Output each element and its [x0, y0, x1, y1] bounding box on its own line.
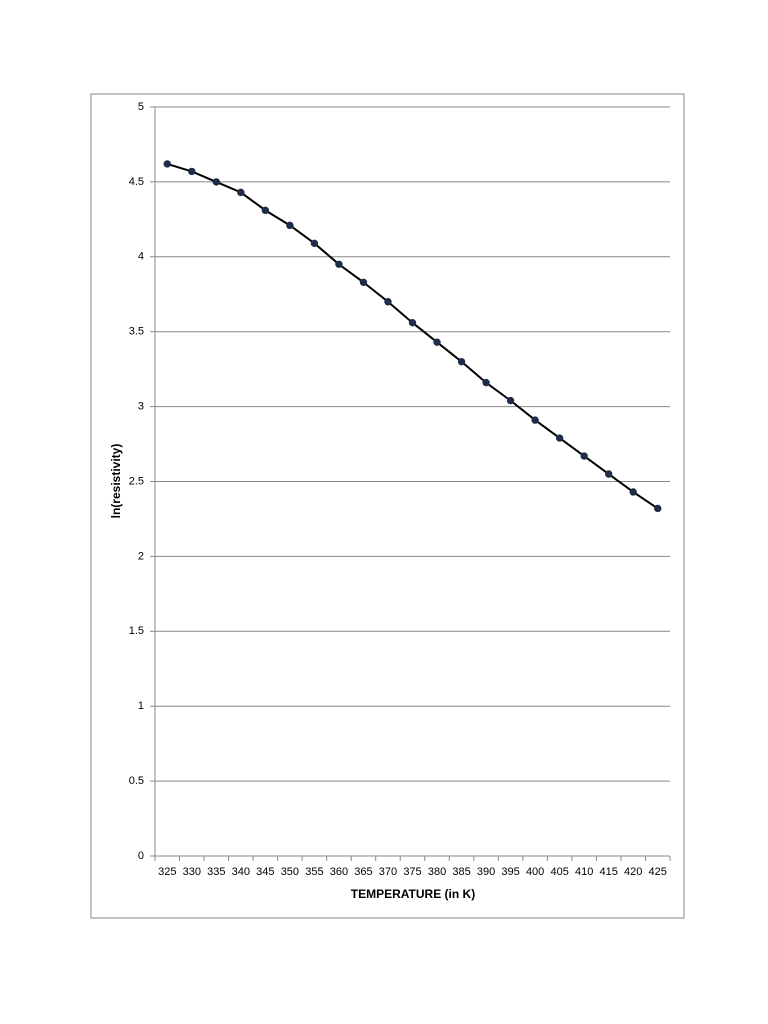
- y-tick-label: 2: [138, 550, 144, 562]
- data-point: [531, 416, 539, 424]
- data-point: [163, 160, 171, 168]
- data-point: [580, 452, 588, 460]
- y-axis-title: ln(resistivity): [109, 444, 123, 519]
- y-tick-label: 3.5: [129, 326, 144, 338]
- x-tick-label: 350: [281, 866, 299, 878]
- x-tick-label: 335: [207, 866, 225, 878]
- x-tick-label: 425: [649, 866, 667, 878]
- x-tick-label: 345: [256, 866, 274, 878]
- data-point: [335, 260, 343, 268]
- y-tick-label: 1.5: [129, 625, 144, 637]
- data-point: [261, 206, 270, 215]
- x-tick-label: 390: [477, 866, 495, 878]
- data-point: [654, 504, 662, 513]
- x-tick-label: 375: [403, 866, 421, 878]
- y-tick-label: 5: [138, 101, 144, 113]
- data-point: [237, 188, 245, 197]
- data-point: [629, 488, 637, 496]
- chart-border: [90, 93, 685, 919]
- y-tick-label: 3: [138, 401, 144, 413]
- data-point: [604, 470, 613, 478]
- x-tick-label: 400: [526, 866, 544, 878]
- data-point: [212, 178, 221, 186]
- data-point: [408, 319, 417, 327]
- x-tick-label: 360: [330, 866, 348, 878]
- data-point: [457, 357, 466, 366]
- data-point: [286, 221, 294, 230]
- data-point: [188, 167, 196, 176]
- x-tick-label: 355: [305, 866, 323, 878]
- x-tick-label: 380: [428, 866, 446, 878]
- x-tick-label: 370: [379, 866, 397, 878]
- x-tick-label: 420: [624, 866, 642, 878]
- y-tick-label: 4.5: [129, 176, 144, 188]
- x-axis-title: TEMPERATURE (in K): [351, 887, 475, 901]
- data-point: [433, 338, 441, 346]
- data-point: [482, 378, 490, 387]
- data-point: [359, 278, 368, 286]
- y-tick-label: 1: [138, 700, 144, 712]
- data-point: [310, 239, 319, 248]
- x-tick-label: 405: [550, 866, 568, 878]
- data-point: [506, 396, 515, 405]
- x-tick-label: 415: [600, 866, 618, 878]
- x-tick-label: 395: [501, 866, 519, 878]
- y-tick-label: 0.5: [129, 775, 144, 787]
- y-tick-label: 0: [138, 850, 144, 862]
- x-tick-label: 330: [183, 866, 201, 878]
- x-tick-label: 365: [354, 866, 372, 878]
- data-point: [555, 434, 564, 442]
- x-tick-label: 385: [452, 866, 470, 878]
- x-tick-label: 325: [158, 866, 176, 878]
- y-tick-label: 2.5: [129, 475, 144, 487]
- x-tick-label: 410: [575, 866, 593, 878]
- x-tick-label: 340: [232, 866, 250, 878]
- y-tick-label: 4: [138, 251, 144, 263]
- data-point: [384, 298, 392, 306]
